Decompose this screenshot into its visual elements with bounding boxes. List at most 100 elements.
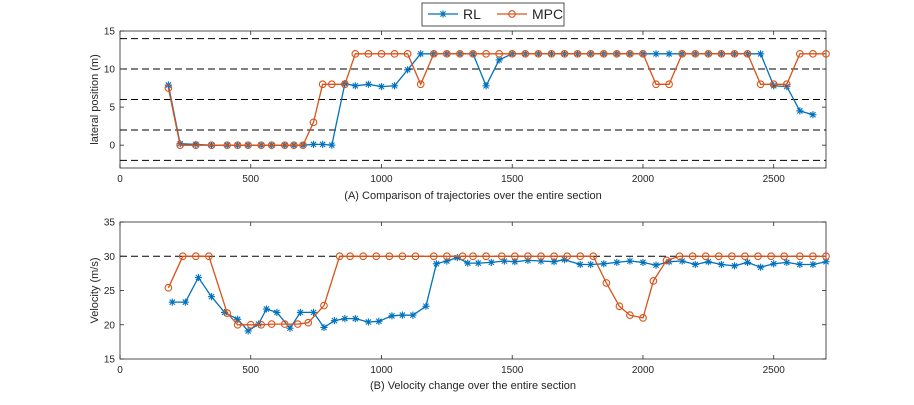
data-point-mpc xyxy=(662,256,671,265)
data-point-mpc xyxy=(560,49,569,58)
x-tick-label: 1500 xyxy=(501,174,524,185)
data-point-mpc xyxy=(665,80,673,89)
x-tick-label: 0 xyxy=(117,365,123,376)
data-point-mpc xyxy=(626,49,634,58)
legend-rl-point xyxy=(439,10,447,18)
data-point-mpc xyxy=(769,80,778,89)
data-point-mpc xyxy=(796,252,804,261)
data-point-mpc xyxy=(537,252,545,261)
y-tick-label: 20 xyxy=(104,320,116,331)
data-point-mpc xyxy=(741,252,749,261)
data-point-rl xyxy=(388,312,396,320)
data-point-mpc xyxy=(398,252,407,261)
data-point-mpc xyxy=(576,252,585,261)
data-point-mpc xyxy=(164,283,173,292)
data-point-rl xyxy=(417,50,425,58)
data-point-rl xyxy=(652,50,660,58)
data-point-mpc xyxy=(701,252,710,261)
y-tick-label: 25 xyxy=(104,286,116,297)
data-point-mpc xyxy=(652,80,660,89)
data-point-rl xyxy=(273,308,281,317)
data-point-mpc xyxy=(377,49,386,58)
data-point-rl xyxy=(464,259,472,267)
data-point-rl xyxy=(296,308,305,317)
data-point-rl xyxy=(796,107,804,115)
data-point-mpc xyxy=(639,49,647,58)
x-tick-label: 2500 xyxy=(763,174,786,185)
data-point-mpc xyxy=(469,49,477,58)
data-point-mpc xyxy=(267,320,276,328)
x-tick-label: 1000 xyxy=(370,174,393,185)
data-point-mpc xyxy=(495,49,503,58)
data-point-rl xyxy=(351,314,359,323)
data-point-rl xyxy=(770,260,778,268)
data-point-mpc xyxy=(267,141,276,150)
x-tick-label: 2000 xyxy=(632,365,655,376)
data-point-mpc xyxy=(458,252,467,261)
data-point-mpc xyxy=(615,302,624,311)
x-tick-label: 500 xyxy=(242,365,259,376)
data-point-rl xyxy=(309,308,318,317)
data-point-mpc xyxy=(403,49,412,58)
data-point-mpc xyxy=(364,49,373,58)
data-point-mpc xyxy=(586,49,595,58)
data-point-mpc xyxy=(299,141,307,150)
data-point-rl xyxy=(613,258,621,267)
legend-mpc-label: MPC xyxy=(532,6,563,22)
data-point-rl xyxy=(262,305,271,313)
data-point-mpc xyxy=(205,252,213,261)
data-point-rl xyxy=(404,66,412,74)
data-point-mpc xyxy=(704,49,713,58)
data-point-rl xyxy=(309,140,318,149)
data-point-rl xyxy=(375,317,383,325)
data-point-mpc xyxy=(429,252,438,261)
data-point-mpc xyxy=(482,49,490,58)
data-point-rl xyxy=(576,260,584,269)
data-point-mpc xyxy=(469,252,477,261)
panel-b-ylabel: Velocity (m/s) xyxy=(89,257,101,323)
data-point-mpc xyxy=(767,252,775,261)
data-point-mpc xyxy=(497,252,506,261)
data-point-mpc xyxy=(688,252,697,261)
data-point-mpc xyxy=(359,252,368,261)
data-point-rl xyxy=(743,258,752,267)
data-point-mpc xyxy=(443,252,451,261)
data-point-rl xyxy=(730,262,739,270)
x-tick-label: 2500 xyxy=(763,365,786,376)
data-point-mpc xyxy=(233,141,242,150)
data-point-mpc xyxy=(443,49,451,58)
data-point-mpc xyxy=(626,311,634,320)
data-point-rl xyxy=(717,260,726,269)
data-point-mpc xyxy=(754,252,762,261)
data-point-rl xyxy=(207,293,216,301)
data-point-rl xyxy=(168,298,176,306)
data-point-mpc xyxy=(547,49,556,58)
data-point-mpc xyxy=(782,80,791,89)
data-point-mpc xyxy=(780,252,789,261)
legend-rl-marker xyxy=(439,10,447,18)
data-point-rl xyxy=(377,82,386,91)
legend-mpc-point xyxy=(508,10,516,18)
data-point-mpc xyxy=(743,49,752,58)
data-point-rl xyxy=(330,317,339,325)
data-point-mpc xyxy=(510,252,519,261)
data-point-mpc xyxy=(164,84,173,92)
data-point-rl xyxy=(665,50,673,58)
data-point-mpc xyxy=(257,141,266,150)
data-point-rl xyxy=(796,260,804,269)
data-point-mpc xyxy=(756,80,765,89)
data-point-mpc xyxy=(691,49,700,58)
data-point-mpc xyxy=(482,252,490,261)
data-point-mpc xyxy=(602,279,611,287)
data-point-mpc xyxy=(730,49,739,58)
data-point-mpc xyxy=(728,252,736,261)
data-point-mpc xyxy=(335,252,344,261)
panel-b: 0 500 1000 1500 2000 2500 15 20 25 30 35 Velocity … xyxy=(89,218,830,392)
data-point-mpc xyxy=(176,141,184,150)
data-point-mpc xyxy=(796,49,804,58)
data-point-mpc xyxy=(293,320,302,328)
data-point-rl xyxy=(487,258,495,267)
y-tick-label: 30 xyxy=(104,252,116,263)
y-tick-label: 15 xyxy=(104,27,116,38)
